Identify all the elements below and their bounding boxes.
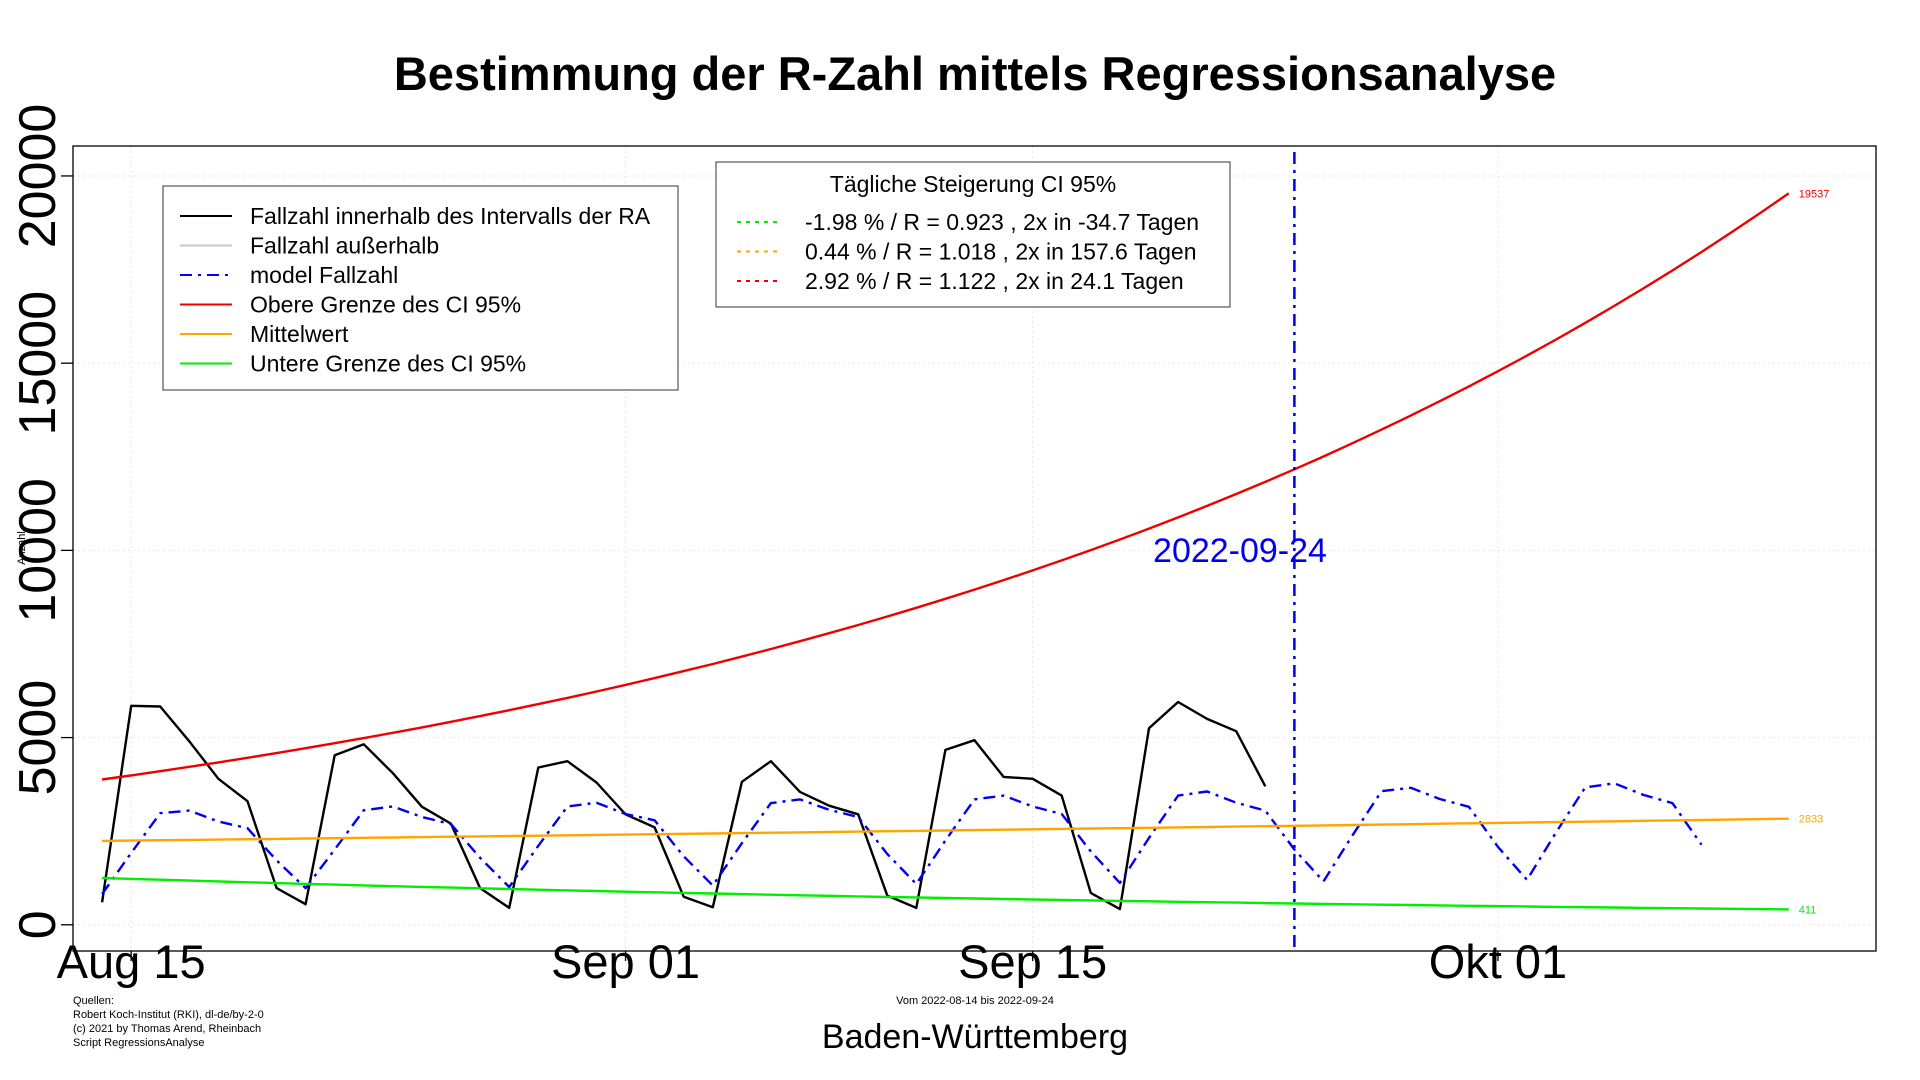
series-obere-grenze-des-ci-95: [101, 192, 1790, 781]
reference-line-label: 2022-09-24: [1153, 532, 1327, 570]
legend-main-label: Fallzahl außerhalb: [250, 233, 439, 259]
y-tick-label: 0: [9, 910, 67, 939]
legend-ci-label: 2.92 % / R = 1.122 , 2x in 24.1 Tagen: [805, 268, 1184, 294]
y-tick-label: 20000: [9, 104, 67, 249]
y-axis: 0 5000 10000 15000 20000: [9, 104, 73, 939]
y-tick-label: 10000: [9, 478, 67, 623]
plot-area-frame: [72, 145, 1877, 952]
y-tick-label: 5000: [9, 680, 67, 796]
legend-ci-label: 0.44 % / R = 1.018 , 2x in 157.6 Tagen: [805, 239, 1197, 265]
y-axis-label: Anzahl: [16, 531, 28, 565]
x-axis: Aug 15 Sep 01 Sep 15 Okt 01: [57, 935, 1568, 988]
source-line: Script RegressionsAnalyse: [73, 1037, 204, 1049]
x-tick-label: Okt 01: [1429, 935, 1567, 988]
series-untere-grenze-des-ci-95: [102, 876, 1789, 911]
end-value-labels: 19537 2833 411: [1799, 188, 1830, 916]
series-fallzahl-innerhalb-des-intervalls-der-ra: [100, 700, 1267, 911]
x-tick-label: Sep 15: [958, 935, 1107, 988]
date-range-note: Vom 2022-08-14 bis 2022-09-24: [896, 995, 1054, 1007]
end-label: 2833: [1799, 814, 1823, 826]
sources-block: Quellen: Robert Koch-Institut (RKI), dl-d…: [73, 995, 264, 1049]
legend-ci-box: [715, 161, 1231, 308]
chart-title: Bestimmung der R-Zahl mittels Regression…: [394, 47, 1556, 100]
x-tick-label: Aug 15: [57, 935, 206, 988]
legend-ci-label: -1.98 % / R = 0.923 , 2x in -34.7 Tagen: [805, 209, 1199, 235]
legend-main: Fallzahl innerhalb des Intervalls der RA…: [162, 185, 679, 391]
legend-main-label: Untere Grenze des CI 95%: [250, 351, 526, 377]
legend-ci: Tägliche Steigerung CI 95% -1.98 % / R = …: [715, 161, 1231, 308]
x-axis-label: Baden-Württemberg: [822, 1018, 1128, 1056]
legend-main-box: [162, 185, 679, 391]
source-line: Quellen:: [73, 995, 114, 1007]
legend-main-label: Mittelwert: [250, 321, 349, 347]
legend-main-label: model Fallzahl: [250, 262, 398, 288]
x-tick-label: Sep 01: [551, 935, 700, 988]
series-mittelwert: [102, 817, 1789, 843]
y-tick-label: 15000: [9, 291, 67, 436]
legend-main-label: Obere Grenze des CI 95%: [250, 292, 521, 318]
legend-main-label: Fallzahl innerhalb des Intervalls der RA: [250, 203, 651, 229]
source-line: Robert Koch-Institut (RKI), dl-de/by-2-0: [73, 1009, 264, 1021]
end-label: 411: [1799, 904, 1817, 916]
series-layer: [100, 192, 1790, 911]
source-line: (c) 2021 by Thomas Arend, Rheinbach: [73, 1023, 261, 1035]
legend-ci-title: Tägliche Steigerung CI 95%: [830, 171, 1116, 197]
end-label: 19537: [1799, 188, 1830, 200]
series-model-fallzahl: [101, 782, 1703, 895]
